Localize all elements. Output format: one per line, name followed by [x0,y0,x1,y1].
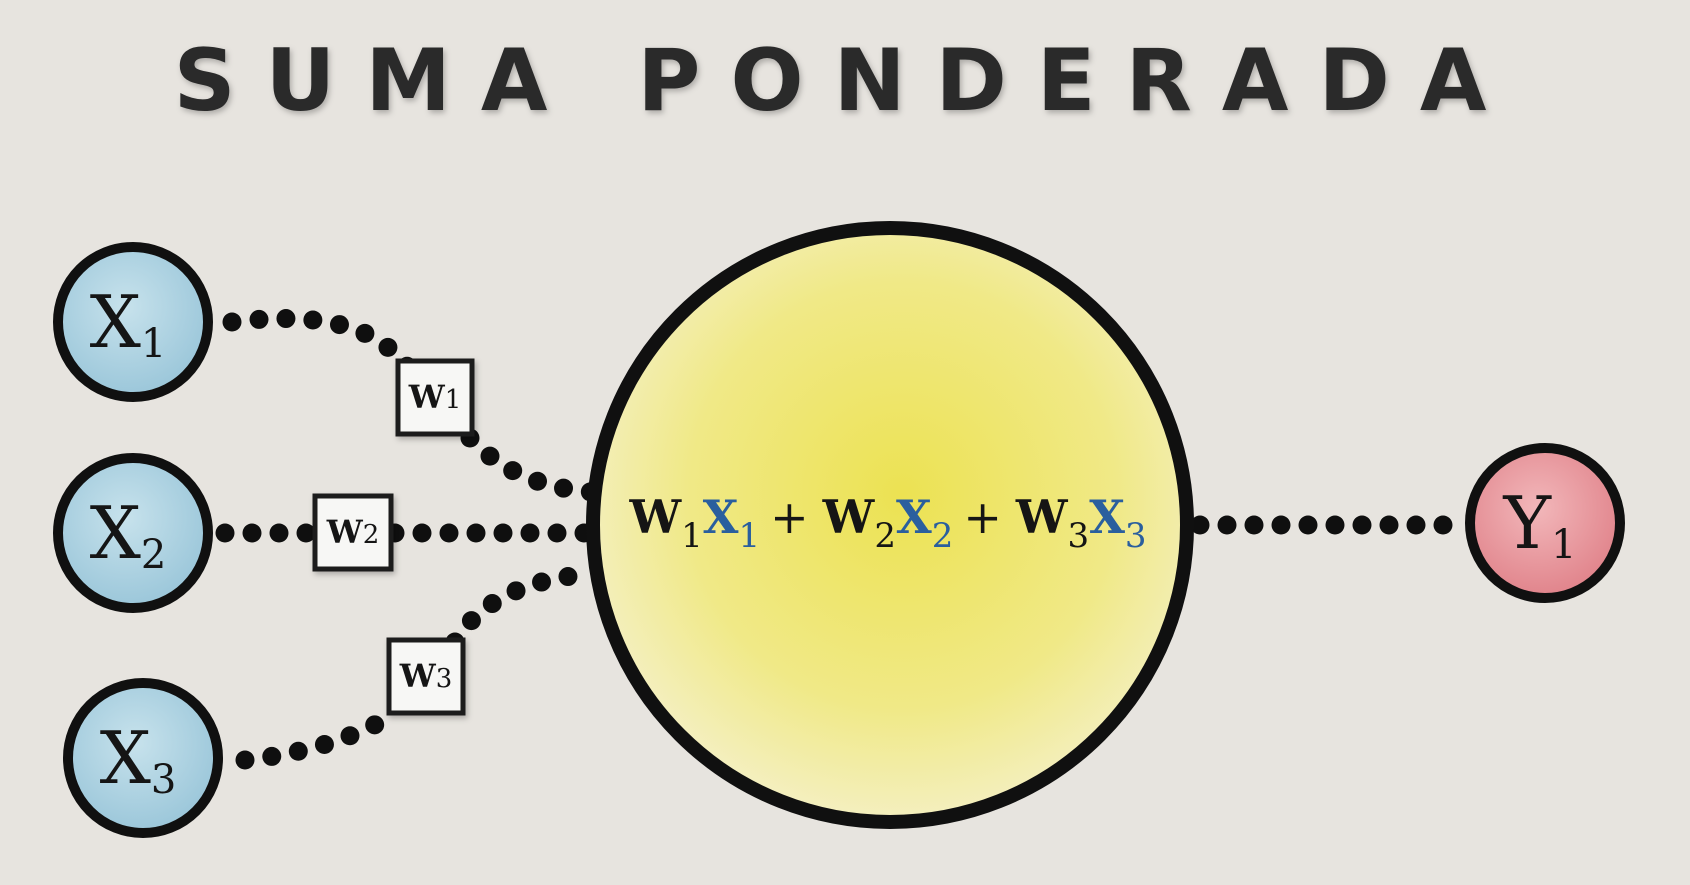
weight-w1-sub: 1 [445,385,462,415]
weighted-sum-equation: W1X1 + W2X2 + W3X3 [628,490,1146,556]
neuron-node: W1X1 + W2X2 + W3X3 [586,221,1194,829]
svg-text:W1: W1 [408,378,461,416]
eq-w2-sub: 2 [874,516,896,556]
weight-box-w3: W3 [386,637,466,716]
eq-plus-1: + [770,490,809,544]
output-y1-letter: Y [1503,481,1553,565]
input-x1-letter: X [90,280,141,364]
output-node-y1: Y1 [1465,443,1625,603]
eq-x1-sub: 1 [738,516,760,556]
eq-x3-sub: 3 [1125,516,1147,556]
eq-w2: W [822,490,876,544]
eq-x3: X [1089,490,1125,544]
eq-x2: X [896,490,932,544]
svg-text:Y1: Y1 [1503,481,1577,568]
eq-x1: X [703,490,739,544]
weight-w3-sub: 3 [436,664,453,694]
connection-dots [215,309,1465,770]
input-x2-letter: X [90,491,141,575]
svg-text:X3: X3 [100,716,177,803]
input-node-x3: X3 [63,678,223,838]
input-x2-sub: 2 [141,532,166,578]
weight-box-w2: W2 [312,493,394,572]
link-x3 [235,564,602,770]
page-title: SUMA PONDERADA [174,31,1517,131]
weight-w2-letter: W [326,513,364,551]
input-node-x2: X2 [53,453,213,613]
input-x1-sub: 1 [141,321,166,367]
weight-w3-letter: W [399,657,437,695]
weight-box-w1: W1 [395,358,475,437]
input-x3-letter: X [100,716,151,800]
eq-w3-sub: 3 [1068,516,1090,556]
input-node-x1: X1 [53,242,213,402]
weight-w1-letter: W [408,378,446,416]
link-x1 [222,309,602,502]
input-x3-sub: 3 [151,757,176,803]
svg-text:W3: W3 [399,657,452,695]
eq-w3: W [1015,490,1069,544]
svg-text:W2: W2 [326,513,379,551]
weight-w2-sub: 2 [363,520,380,550]
svg-text:X1: X1 [90,280,167,367]
eq-w1-sub: 1 [681,516,703,556]
svg-text:X2: X2 [90,491,167,578]
eq-plus-2: + [963,490,1002,544]
output-y1-sub: 1 [1551,522,1576,568]
eq-x2-sub: 2 [932,516,954,556]
eq-w1: W [628,490,682,544]
